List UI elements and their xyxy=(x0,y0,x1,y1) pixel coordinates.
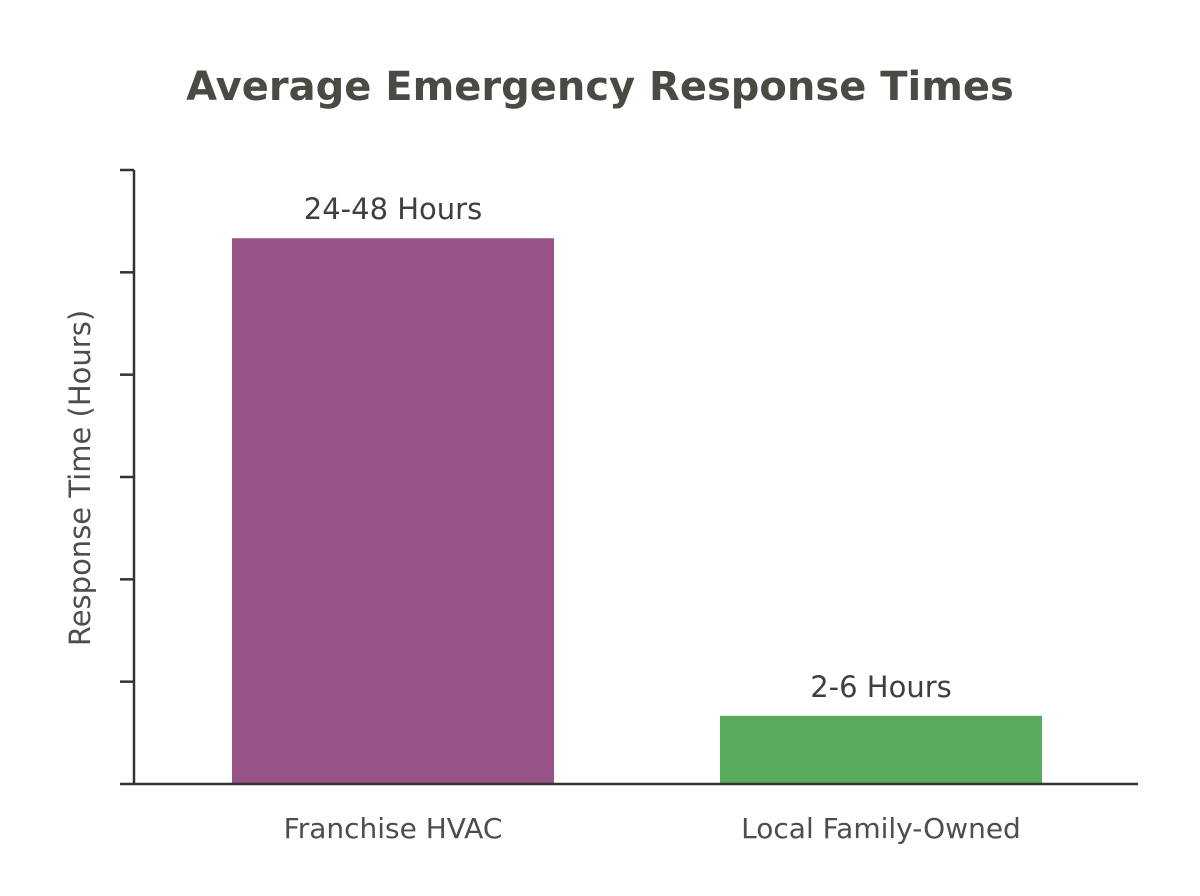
axes-layer: Franchise HVAC Local Family-Owned xyxy=(120,168,1138,845)
chart-title: Average Emergency Response Times xyxy=(186,64,1014,110)
data-label-local-family-owned: 2-6 Hours xyxy=(810,670,952,704)
bar-local-family-owned xyxy=(720,715,1042,784)
bar-franchise-hvac xyxy=(232,238,554,784)
y-axis-label: Response Time (Hours) xyxy=(63,310,97,646)
x-tick-label-franchise-hvac: Franchise HVAC xyxy=(284,812,503,845)
bars-layer: 24-48 Hours 2-6 Hours xyxy=(232,192,1042,784)
data-label-franchise-hvac: 24-48 Hours xyxy=(304,192,482,226)
x-tick-label-local-family-owned: Local Family-Owned xyxy=(741,812,1021,845)
